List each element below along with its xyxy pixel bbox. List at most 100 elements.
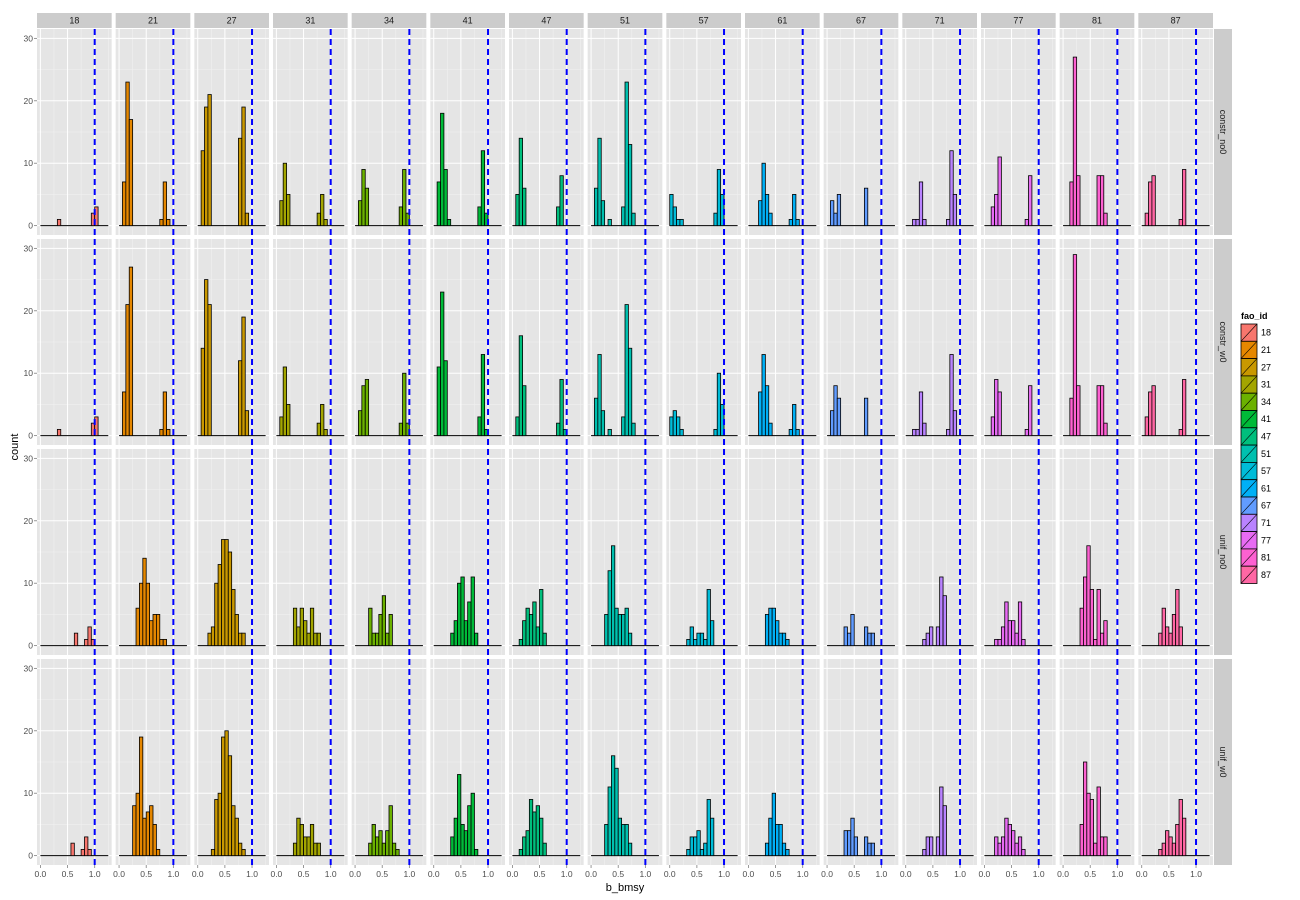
- histogram-bar: [1021, 638, 1026, 647]
- histogram-bar: [1024, 218, 1029, 227]
- column-strip: [981, 13, 1056, 28]
- histogram-bar: [621, 416, 626, 437]
- histogram-bar: [402, 372, 407, 437]
- histogram-bar: [1083, 761, 1088, 857]
- histogram-bar: [1171, 614, 1177, 647]
- histogram-bar: [84, 836, 89, 857]
- histogram-bar: [142, 817, 147, 857]
- histogram-bar: [522, 620, 527, 647]
- histogram-bar: [525, 830, 530, 857]
- column-strip-label: 77: [1013, 16, 1023, 26]
- histogram-bar: [1017, 601, 1023, 647]
- histogram-bar: [166, 218, 171, 227]
- histogram-bar: [686, 848, 691, 857]
- histogram-bar: [922, 218, 927, 227]
- histogram-bar: [1086, 792, 1091, 857]
- histogram-bar: [792, 404, 797, 437]
- histogram-bar: [87, 626, 92, 647]
- histogram-bar: [611, 545, 616, 647]
- x-tick-label: 0.5: [1163, 869, 1175, 879]
- histogram-bar: [296, 626, 301, 647]
- histogram-bar: [518, 848, 523, 857]
- histogram-bar: [535, 626, 540, 647]
- x-tick-label: 1.0: [561, 869, 573, 879]
- histogram-bar: [155, 614, 161, 647]
- histogram-bar: [204, 106, 209, 227]
- histogram-bar: [679, 218, 684, 227]
- legend-label: 71: [1261, 518, 1271, 528]
- histogram-bar: [912, 218, 917, 227]
- histogram-bar: [440, 112, 445, 227]
- histogram-bar: [241, 316, 246, 437]
- legend-item: 61: [1240, 479, 1271, 498]
- histogram-bar: [952, 194, 958, 227]
- histogram-bar: [847, 632, 852, 647]
- legend-label: 34: [1261, 397, 1271, 407]
- histogram-bar: [477, 416, 482, 437]
- histogram-bar: [316, 842, 321, 857]
- histogram-bar: [371, 632, 376, 647]
- histogram-bar: [375, 632, 380, 647]
- histogram-bar: [470, 576, 475, 647]
- histogram-bar: [771, 607, 776, 647]
- y-tick-label: 30: [24, 663, 34, 673]
- histogram-bar: [539, 589, 544, 647]
- x-tick-label: 0.0: [270, 869, 282, 879]
- histogram-bar: [204, 279, 209, 437]
- histogram-bar: [1007, 824, 1012, 857]
- histogram-bar: [867, 842, 872, 857]
- histogram-bar: [929, 836, 934, 857]
- histogram-bar: [713, 428, 718, 437]
- histogram-bar: [922, 422, 927, 437]
- legend-key-slash: [1240, 444, 1258, 463]
- histogram-bar: [703, 638, 708, 647]
- column-strip-label: 51: [620, 16, 630, 26]
- histogram-bar: [1014, 842, 1019, 857]
- histogram-bar: [710, 620, 715, 647]
- histogram-bar: [474, 848, 479, 857]
- histogram-bar: [320, 194, 325, 227]
- histogram-bar: [679, 428, 684, 437]
- histogram-bar: [224, 539, 229, 647]
- y-tick-label: 0: [28, 431, 33, 441]
- histogram-bar: [446, 218, 452, 227]
- legend-key-slash: [1240, 358, 1258, 377]
- histogram-bar: [385, 632, 390, 647]
- histogram-bar: [388, 614, 393, 647]
- y-tick-label: 10: [24, 158, 34, 168]
- legend-item: 27: [1240, 358, 1271, 377]
- histogram-bar: [939, 576, 944, 647]
- histogram-bar: [1178, 626, 1183, 647]
- column-strip: [745, 13, 820, 28]
- histogram-bar: [214, 799, 219, 857]
- histogram-bar: [139, 736, 144, 857]
- histogram-bar: [1178, 799, 1183, 857]
- y-tick-label: 20: [24, 96, 34, 106]
- legend-label: 31: [1261, 380, 1271, 390]
- histogram-bar: [142, 557, 147, 647]
- histogram-bar: [313, 842, 318, 857]
- histogram-bar: [771, 792, 776, 857]
- histogram-bar: [1178, 218, 1183, 227]
- histogram-bar: [1099, 836, 1105, 857]
- histogram-bar: [1007, 620, 1012, 647]
- histogram-bar: [915, 218, 920, 227]
- histogram-bar: [159, 218, 164, 227]
- histogram-bar: [833, 212, 838, 227]
- x-tick-label: 0.0: [1057, 869, 1069, 879]
- histogram-bar: [686, 638, 691, 647]
- histogram-bar: [830, 200, 835, 227]
- row-strip: [1214, 29, 1232, 235]
- x-tick-label: 1.0: [954, 869, 966, 879]
- histogram-bar: [139, 582, 144, 647]
- y-tick-label: 20: [24, 516, 34, 526]
- row-strip-label: unif_w0: [1218, 746, 1228, 777]
- x-tick-label: 0.5: [1084, 869, 1096, 879]
- histogram-bar: [761, 162, 766, 227]
- histogram-bar: [696, 830, 701, 857]
- x-tick-label: 0.5: [219, 869, 231, 879]
- histogram-bar: [320, 404, 325, 437]
- x-tick-label: 1.0: [167, 869, 179, 879]
- histogram-bar: [313, 632, 318, 647]
- row-strip-label: constr_no0: [1218, 110, 1228, 155]
